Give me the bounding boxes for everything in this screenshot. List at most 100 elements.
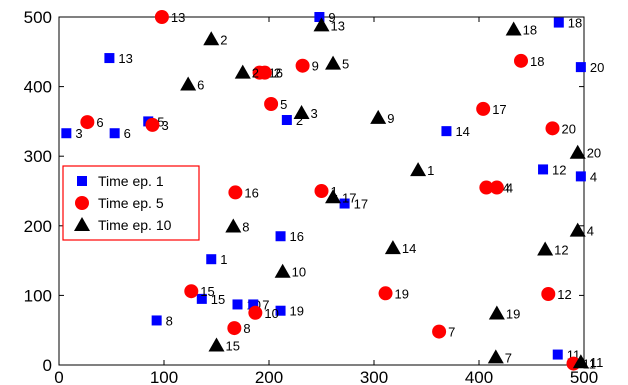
point-label: 6 — [124, 126, 131, 141]
point-label: 9 — [328, 10, 335, 25]
point-label: 13 — [171, 10, 185, 25]
triangle-point — [293, 105, 310, 120]
triangle-point — [572, 354, 589, 369]
legend-circle-icon — [75, 196, 89, 210]
square-point — [314, 12, 325, 22]
legend: Time ep. 1 Time ep. 5 Time ep. 10 — [62, 165, 200, 241]
point-label: 3 — [75, 126, 82, 141]
y-tick-label: 200 — [24, 217, 52, 236]
square-point — [232, 299, 243, 310]
triangle-point — [487, 349, 504, 364]
point-label: 9 — [387, 111, 394, 126]
point-label: 18 — [523, 23, 537, 38]
point-label: 19 — [395, 286, 409, 301]
y-tick-label: 0 — [43, 356, 52, 375]
circle-point — [514, 53, 528, 68]
circle-point — [314, 184, 329, 198]
point-label: 16 — [244, 185, 258, 200]
point-label: 4 — [590, 169, 597, 184]
triangle-point — [370, 109, 387, 124]
point-label: 8 — [243, 321, 250, 336]
square-point — [206, 254, 217, 265]
axis-ticks: 0 100 200 300 400 500 0 100 200 300 400 500 — [24, 8, 599, 385]
x-tick-label: 400 — [465, 368, 493, 385]
square-point — [275, 231, 286, 242]
triangle-point — [410, 162, 427, 177]
square-point — [196, 293, 207, 304]
square-point — [61, 128, 72, 139]
square-point — [575, 171, 586, 182]
square-point — [248, 299, 259, 310]
square-point — [538, 164, 549, 175]
point-label: 9 — [312, 59, 319, 74]
square-point — [275, 305, 286, 316]
circle-point — [476, 101, 491, 116]
point-label: 2 — [220, 32, 227, 47]
point-label: 3 — [161, 118, 168, 133]
y-tick-label: 300 — [24, 147, 52, 166]
legend-triangle-icon — [74, 217, 90, 231]
triangle-point — [537, 241, 554, 256]
point-label: 12 — [557, 287, 571, 302]
triangle-point — [325, 189, 342, 204]
point-label: 18 — [568, 16, 582, 31]
point-label: 19 — [290, 304, 304, 319]
point-label: 5 — [280, 97, 287, 112]
point-label: 15 — [211, 292, 225, 307]
point-label: 14 — [455, 124, 469, 139]
legend-label: Time ep. 1 — [98, 173, 164, 189]
point-label: 13 — [118, 51, 132, 66]
triangle-point — [234, 64, 251, 79]
point-label: 4 — [587, 224, 594, 239]
square-point — [109, 128, 120, 139]
point-label: 3 — [311, 106, 318, 121]
triangle-point — [180, 76, 197, 91]
circle-point — [228, 185, 243, 200]
square-point — [281, 115, 292, 126]
y-tick-label: 500 — [24, 8, 52, 27]
legend-item: Time ep. 10 — [74, 217, 172, 233]
circle-point — [184, 284, 199, 299]
legend-label: Time ep. 10 — [98, 217, 172, 233]
triangle-point — [569, 222, 586, 237]
point-label: 6 — [197, 78, 204, 93]
legend-label: Time ep. 5 — [98, 195, 164, 211]
series-2: 139162186351720161144151912108711 — [80, 10, 596, 372]
x-tick-label: 300 — [360, 368, 388, 385]
square-point — [552, 349, 563, 360]
circle-point — [145, 117, 160, 132]
point-label: 10 — [264, 306, 278, 321]
point-label: 7 — [262, 297, 269, 312]
legend-item: Time ep. 1 — [77, 173, 164, 189]
triangle-point — [203, 31, 220, 46]
point-label: 18 — [530, 54, 544, 69]
point-label: 14 — [402, 241, 416, 256]
point-label: 20 — [562, 121, 576, 136]
triangle-point — [384, 240, 401, 255]
square-point — [441, 126, 452, 137]
triangle-point — [488, 305, 505, 320]
triangle-point — [505, 21, 522, 36]
data-marks: 1391820365214124171611510719811139162186… — [61, 10, 604, 372]
point-label: 7 — [505, 350, 512, 365]
circle-point — [227, 321, 242, 336]
legend-item: Time ep. 5 — [75, 195, 164, 211]
circle-point — [264, 97, 279, 111]
circle-point — [489, 180, 504, 195]
circle-point — [295, 58, 310, 73]
x-tick-label: 500 — [570, 368, 598, 385]
circle-point — [432, 324, 447, 339]
point-label: 12 — [552, 162, 566, 177]
point-label: 12 — [554, 242, 568, 257]
legend-square-icon — [77, 176, 87, 186]
square-point — [553, 17, 564, 28]
x-tick-label: 100 — [150, 368, 178, 385]
x-tick-label: 0 — [54, 368, 63, 385]
circle-point — [545, 121, 560, 136]
point-label: 20 — [590, 60, 604, 75]
point-label: 8 — [242, 219, 249, 234]
point-label: 1 — [427, 163, 434, 178]
point-label: 5 — [342, 57, 349, 72]
y-tick-label: 400 — [24, 78, 52, 97]
